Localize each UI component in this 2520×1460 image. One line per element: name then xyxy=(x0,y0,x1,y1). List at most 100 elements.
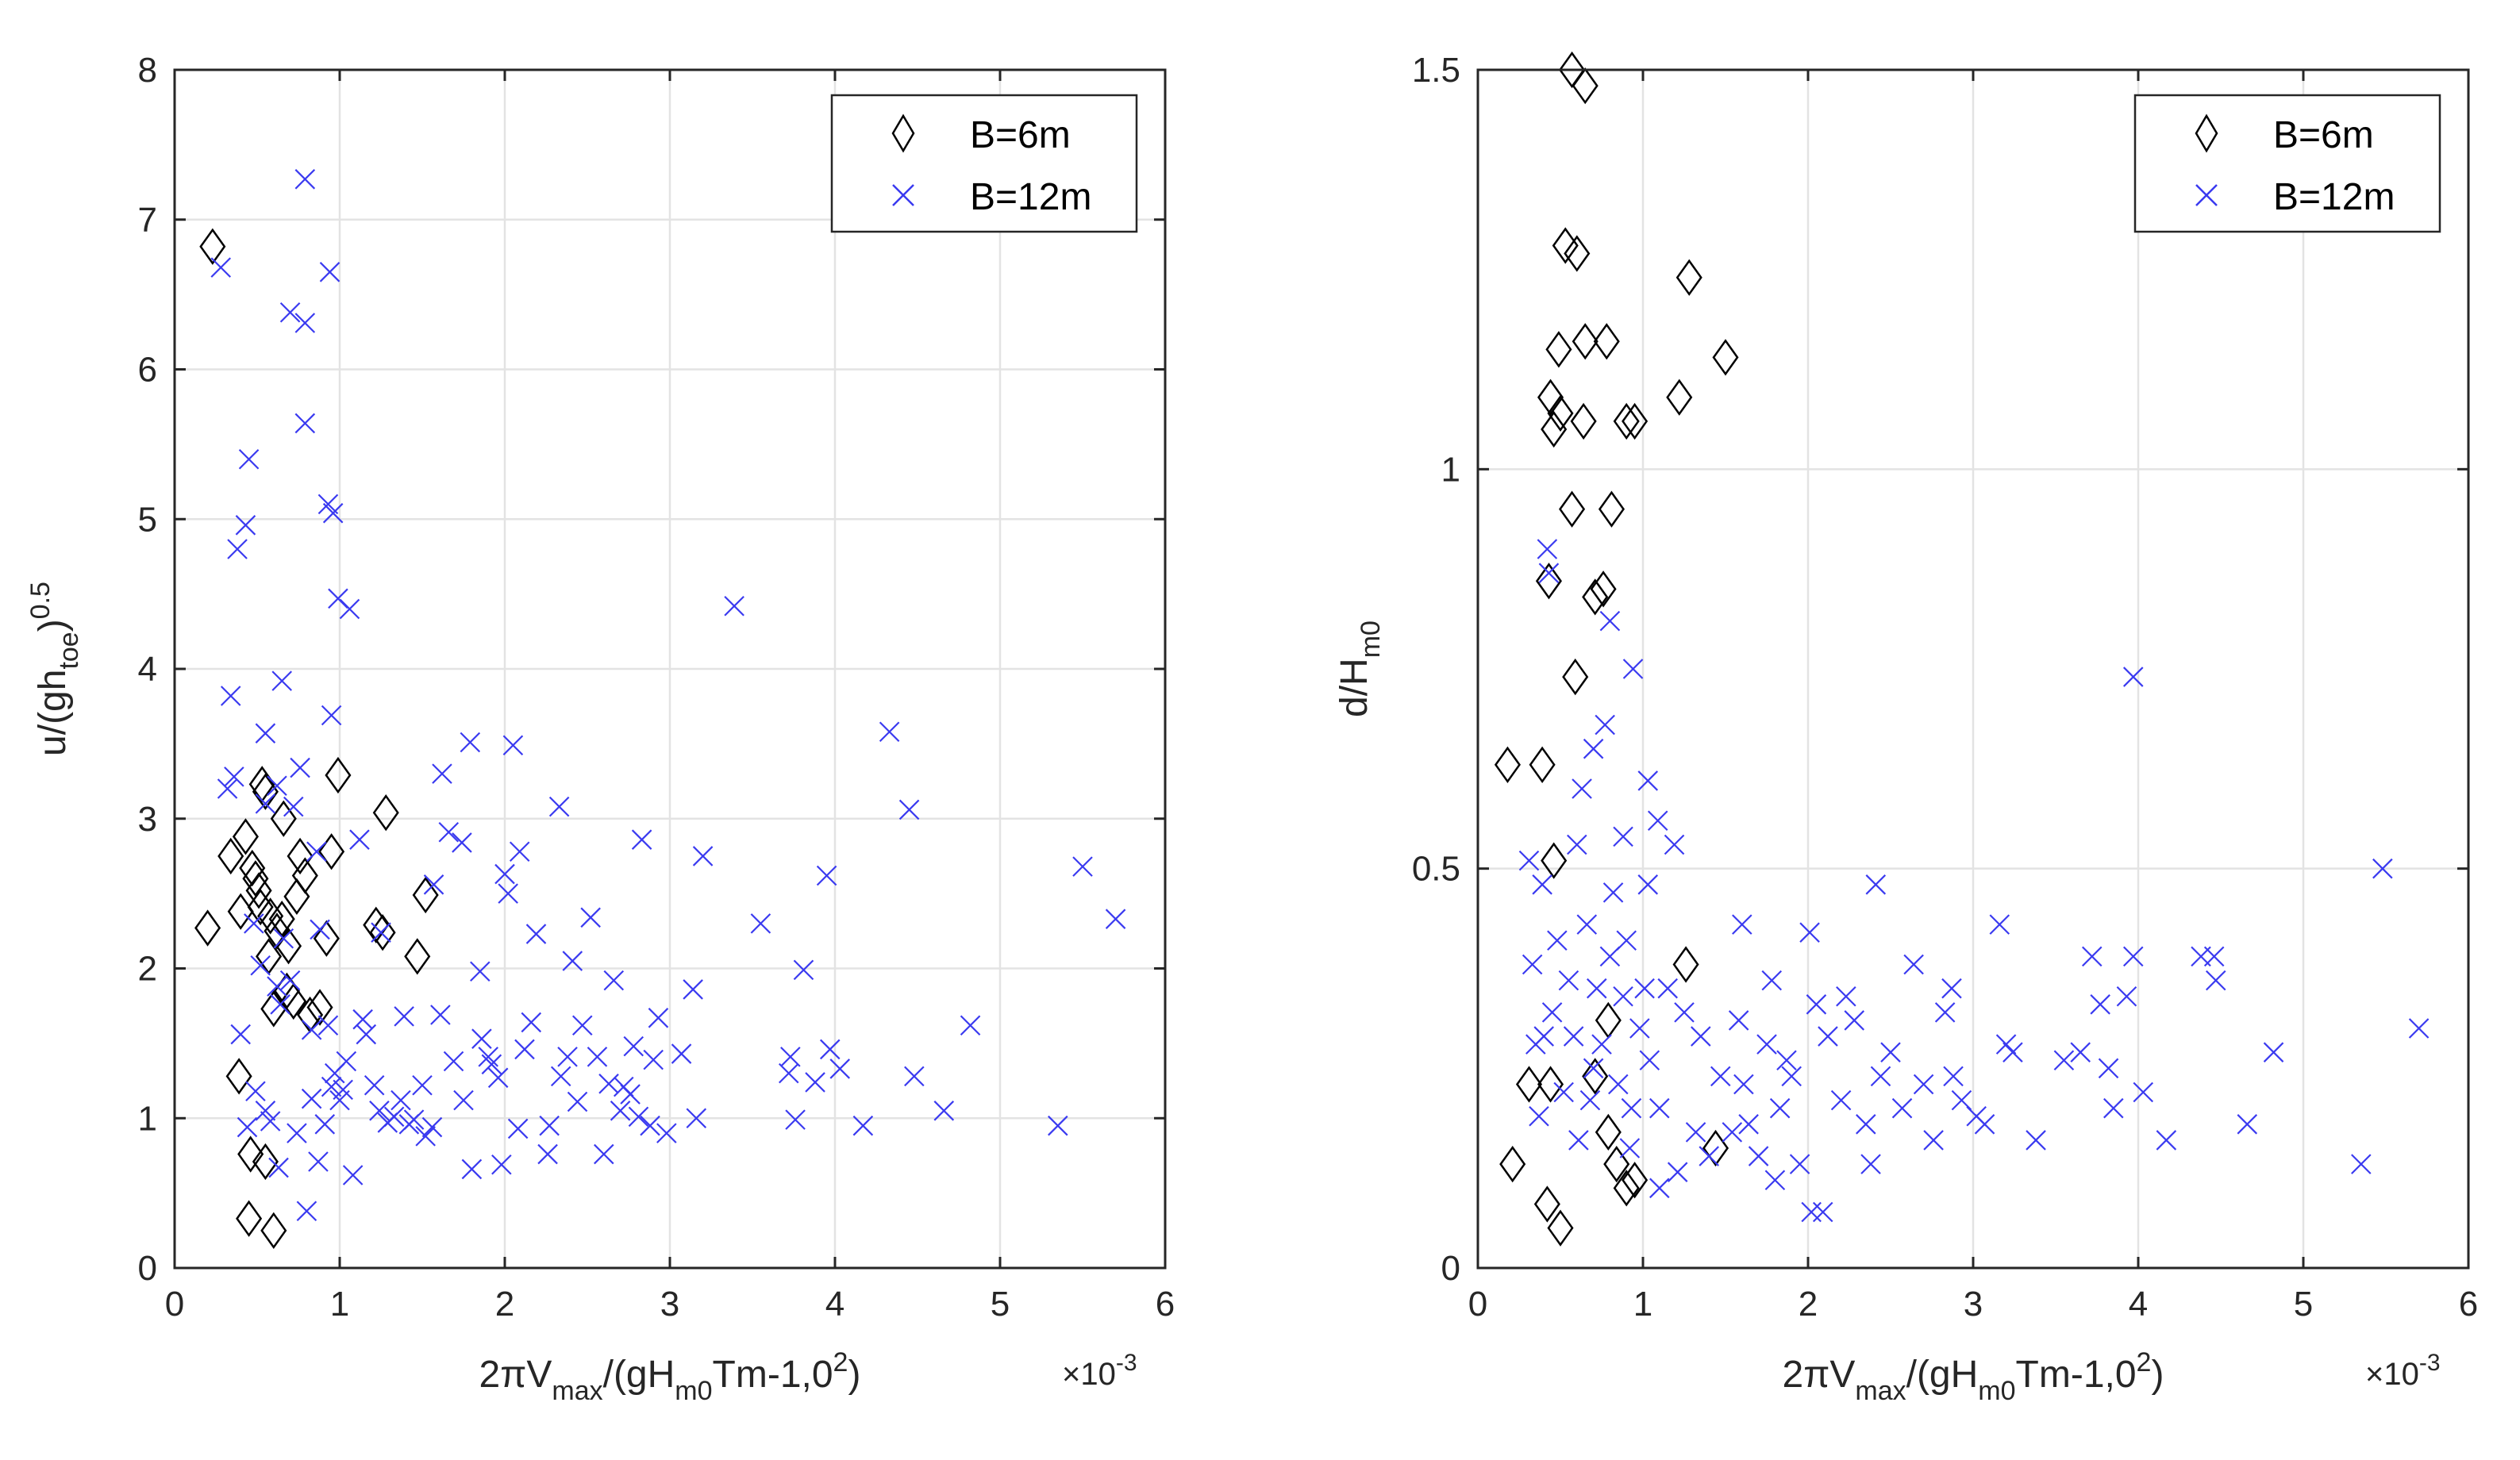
point-b6 xyxy=(1603,1145,1630,1183)
point-b12 xyxy=(1576,914,1598,935)
point-b12 xyxy=(1733,1074,1754,1095)
point-b12 xyxy=(453,1089,474,1111)
legend-box xyxy=(830,94,1138,233)
legend-label-b12: B=12m xyxy=(2273,176,2395,218)
point-b12 xyxy=(1685,1122,1706,1143)
point-b6 xyxy=(1595,1113,1622,1151)
point-b12 xyxy=(1880,1042,1901,1062)
point-b12 xyxy=(724,595,744,617)
point-b12 xyxy=(1732,914,1752,935)
point-b12 xyxy=(217,778,238,799)
point-b12 xyxy=(2026,1130,2046,1151)
point-b6 xyxy=(270,800,297,837)
point-b12 xyxy=(692,846,714,866)
point-b12 xyxy=(237,1116,258,1138)
point-b6 xyxy=(252,773,279,810)
point-b12 xyxy=(1870,1066,1891,1087)
point-b12 xyxy=(2156,1130,2177,1151)
point-b6 xyxy=(1712,339,1739,376)
point-b12 xyxy=(296,1201,317,1222)
point-b12 xyxy=(1522,954,1543,975)
point-b12 xyxy=(1538,563,1560,583)
point-b12 xyxy=(310,919,330,940)
point-b12 xyxy=(1776,1050,1797,1071)
point-b12 xyxy=(1781,1066,1802,1087)
point-b12 xyxy=(819,1039,841,1060)
ticks: 0 1 2 3 4 5 6 0 1 2 3 4 5 6 7 8 xyxy=(138,51,1175,1324)
point-b12 xyxy=(1537,539,1558,559)
point-b12 xyxy=(491,1154,512,1175)
point-b6 xyxy=(1595,1001,1622,1039)
legend-cross-icon xyxy=(2195,184,2218,206)
point-b12 xyxy=(2263,1042,2284,1062)
point-b12 xyxy=(317,494,339,515)
point-b12 xyxy=(244,913,264,934)
point-b12 xyxy=(1989,914,2010,935)
point-b12 xyxy=(461,1158,483,1180)
point-b12 xyxy=(1639,1050,1660,1071)
point-b12 xyxy=(879,721,900,743)
point-b12 xyxy=(2098,1058,2119,1079)
point-b12 xyxy=(294,169,316,190)
point-b12 xyxy=(628,1106,649,1128)
point-b12 xyxy=(377,1112,398,1133)
point-b12 xyxy=(1595,714,1615,736)
point-b12 xyxy=(1572,778,1592,799)
point-b12 xyxy=(1667,1162,1688,1182)
y-tick-label: 1 xyxy=(138,1099,157,1138)
point-b12 xyxy=(1613,826,1633,847)
data-points xyxy=(1494,51,2430,1247)
point-b6 xyxy=(1552,227,1579,264)
point-b12 xyxy=(1568,1130,1589,1151)
x-tick-label: 4 xyxy=(825,1285,844,1324)
y-tick-label: 6 xyxy=(138,351,157,390)
point-b6 xyxy=(257,897,284,935)
legend: B=6m B=12m xyxy=(2133,94,2441,233)
point-b12 xyxy=(904,1066,925,1087)
point-b12 xyxy=(2090,994,2110,1015)
point-b12 xyxy=(539,1115,560,1136)
y-tick-label: 1 xyxy=(1441,450,1460,489)
x-tick-label: 4 xyxy=(2129,1285,2148,1324)
point-b12 xyxy=(2203,946,2225,967)
point-b6 xyxy=(1545,331,1572,368)
point-b6 xyxy=(217,837,244,875)
point-b12 xyxy=(1647,810,1668,832)
point-b12 xyxy=(1657,978,1678,999)
point-b6 xyxy=(287,837,314,875)
point-b6 xyxy=(227,893,254,930)
point-b12 xyxy=(1934,1002,1956,1023)
point-b12 xyxy=(1649,1178,1670,1199)
point-b12 xyxy=(1856,1114,1876,1135)
point-b12 xyxy=(2205,970,2226,991)
point-b12 xyxy=(1865,874,1887,895)
point-b12 xyxy=(255,723,276,743)
x-exponent-label: ×10-3 xyxy=(2365,1350,2441,1392)
x-exponent-label: ×10-3 xyxy=(1062,1350,1137,1392)
point-b12 xyxy=(1722,1122,1743,1143)
point-b12 xyxy=(805,1072,825,1093)
point-b6 xyxy=(1582,578,1609,616)
y-tick-label: 4 xyxy=(138,650,157,689)
legend: B=6m B=12m xyxy=(830,94,1138,233)
point-b12 xyxy=(1699,1146,1719,1166)
point-b12 xyxy=(1622,659,1644,679)
x-tick-label: 2 xyxy=(495,1285,514,1324)
point-b12 xyxy=(1764,1170,1786,1191)
legend-diamond-icon xyxy=(891,113,915,153)
point-b12 xyxy=(1602,882,1624,903)
chart-right-depth: 0 1 2 3 4 5 6 0 0.5 1 1.5 2πVmax/(gHm0Tm-1,02) ×10… xyxy=(1333,51,2478,1406)
point-b12 xyxy=(356,1024,377,1045)
point-b12 xyxy=(960,1015,981,1035)
point-b12 xyxy=(598,1074,619,1094)
x-tick-label: 6 xyxy=(2459,1285,2478,1324)
point-b12 xyxy=(432,763,452,784)
point-b12 xyxy=(319,262,340,282)
point-b12 xyxy=(352,1009,373,1030)
legend-label-b6: B=6m xyxy=(2273,114,2374,156)
point-b6 xyxy=(1564,235,1591,272)
point-b6 xyxy=(1494,746,1521,783)
point-b6 xyxy=(306,989,333,1026)
point-b6 xyxy=(1593,323,1620,360)
